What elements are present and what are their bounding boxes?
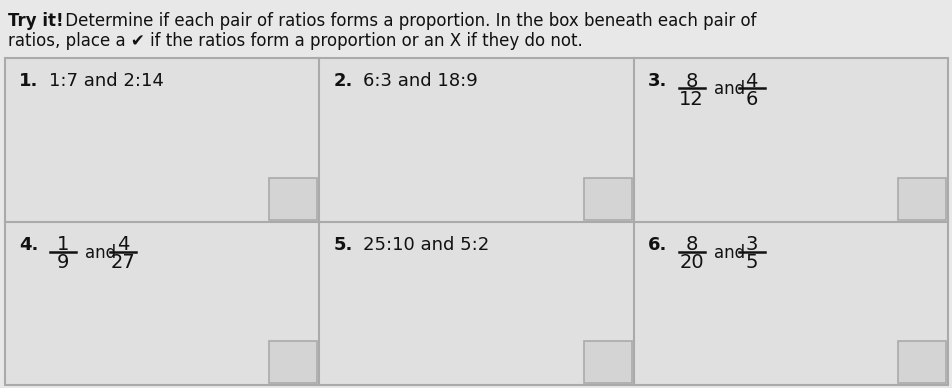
Text: 1.: 1. xyxy=(19,72,38,90)
Bar xyxy=(5,58,319,222)
Text: 4: 4 xyxy=(117,236,129,255)
Text: Determine if each pair of ratios forms a proportion. In the box beneath each pai: Determine if each pair of ratios forms a… xyxy=(60,12,756,30)
Text: 3: 3 xyxy=(744,236,757,255)
Text: 20: 20 xyxy=(679,253,704,272)
Text: and: and xyxy=(713,244,744,262)
Text: 1:7 and 2:14: 1:7 and 2:14 xyxy=(49,72,164,90)
Text: 8: 8 xyxy=(684,72,697,91)
Bar xyxy=(897,341,945,383)
Bar xyxy=(269,341,317,383)
Bar xyxy=(319,222,633,385)
Text: 25:10 and 5:2: 25:10 and 5:2 xyxy=(363,236,489,253)
Bar xyxy=(5,58,947,385)
Text: and: and xyxy=(713,80,744,98)
Text: 5.: 5. xyxy=(333,236,352,253)
Bar xyxy=(269,177,317,220)
Bar xyxy=(583,177,631,220)
Text: ratios, place a ✔ if the ratios form a proportion or an X if they do not.: ratios, place a ✔ if the ratios form a p… xyxy=(8,32,582,50)
Text: 6: 6 xyxy=(744,90,757,109)
Text: 5: 5 xyxy=(744,253,757,272)
Text: 9: 9 xyxy=(57,253,69,272)
Text: Try it!: Try it! xyxy=(8,12,64,30)
Text: 27: 27 xyxy=(110,253,135,272)
Text: and: and xyxy=(85,244,116,262)
Text: 3.: 3. xyxy=(647,72,666,90)
Bar xyxy=(583,341,631,383)
Text: 1: 1 xyxy=(57,236,69,255)
Bar xyxy=(897,177,945,220)
Text: 2.: 2. xyxy=(333,72,352,90)
Text: 12: 12 xyxy=(679,90,704,109)
Bar xyxy=(633,58,947,222)
Text: 6:3 and 18:9: 6:3 and 18:9 xyxy=(363,72,478,90)
Text: 6.: 6. xyxy=(647,236,666,253)
Text: 8: 8 xyxy=(684,236,697,255)
Bar xyxy=(633,222,947,385)
Text: 4: 4 xyxy=(744,72,757,91)
Text: 4.: 4. xyxy=(19,236,38,253)
Bar xyxy=(5,222,319,385)
Bar xyxy=(319,58,633,222)
